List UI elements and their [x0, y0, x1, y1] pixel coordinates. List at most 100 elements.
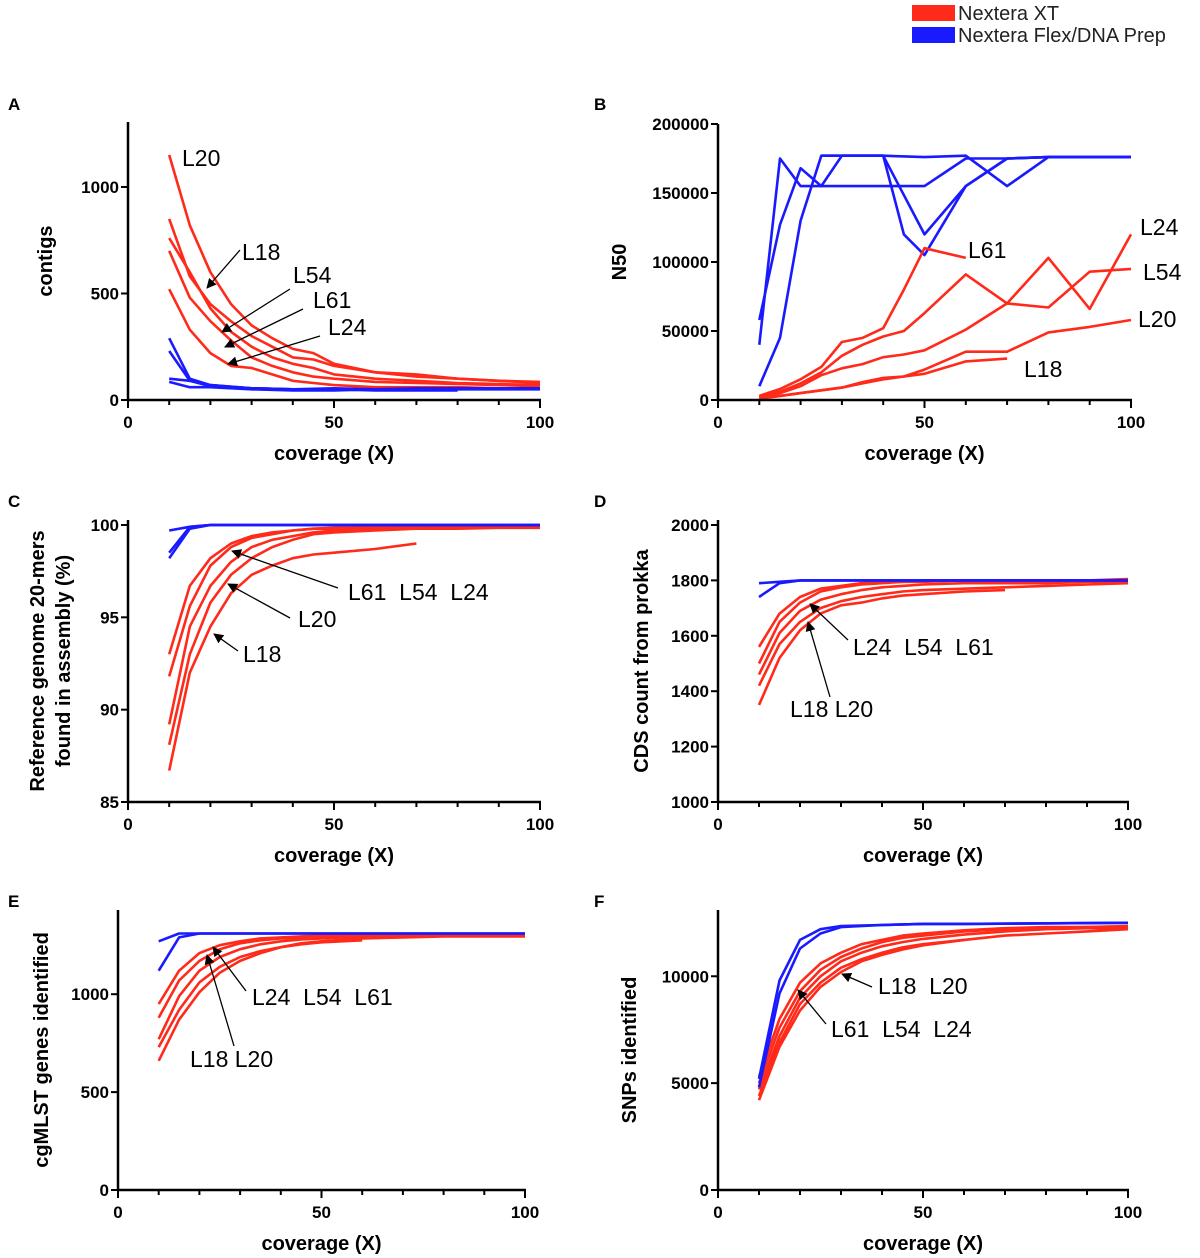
annotation-arrow: [206, 249, 241, 289]
annotation-label: L24 L54 L61: [252, 984, 393, 1010]
x-tick-label: 100: [1117, 413, 1145, 432]
annotation-arrow: [212, 946, 247, 992]
legend-swatch-nextera-xt: [912, 5, 955, 21]
y-tick-label: 500: [81, 1083, 109, 1102]
annotation-label: L61 L54 L24: [348, 579, 489, 605]
x-tick-label: 0: [123, 815, 132, 834]
x-tick-label: 0: [713, 413, 722, 432]
y-axis-label: SNPs identified: [619, 977, 641, 1124]
x-tick-label: 100: [1114, 1203, 1142, 1222]
annotation-label: L61: [313, 287, 351, 313]
panel-letter: E: [8, 892, 19, 911]
y-axis-label: cgMLST genes identified: [31, 932, 53, 1168]
series-line: [167, 526, 540, 746]
series-line: [758, 154, 1131, 387]
series-line: [821, 154, 1131, 188]
annotation-label: L20: [1138, 306, 1176, 332]
x-tick-label: 0: [123, 413, 132, 432]
x-tick-label: 50: [312, 1203, 331, 1222]
series-line: [157, 935, 525, 1062]
y-tick-label: 1000: [71, 985, 109, 1004]
x-tick-label: 0: [713, 1203, 722, 1222]
y-axis-label: N50: [609, 244, 631, 281]
series-line: [759, 318, 1132, 400]
y-tick-label: 1000: [671, 793, 709, 812]
x-tick-label: 0: [713, 815, 722, 834]
legend-label-nextera-xt: Nextera XT: [958, 3, 1059, 25]
y-axis-label: CDS count from prokka: [631, 548, 653, 772]
x-tick-label: 50: [325, 815, 344, 834]
series-line: [168, 380, 540, 392]
annotation-arrow: [809, 603, 849, 641]
panel-letter: C: [8, 492, 20, 511]
series-line: [757, 938, 965, 1097]
y-tick-label: 85: [100, 793, 119, 812]
series-line: [757, 580, 1128, 676]
annotation-label: L24: [1140, 214, 1179, 240]
x-axis-label: coverage (X): [864, 443, 984, 465]
panel-letter: D: [594, 492, 606, 511]
y-tick-label: 1600: [671, 627, 709, 646]
y-axis-label: Reference genome 20-mers: [27, 530, 49, 791]
legend-swatch-nextera-flex: [912, 27, 955, 43]
y-tick-label: 0: [110, 391, 119, 410]
x-tick-label: 50: [325, 413, 344, 432]
y-tick-label: 1800: [671, 571, 709, 590]
series-line: [757, 921, 1129, 1080]
annotation-label: L54: [1143, 259, 1182, 285]
y-tick-label: 5000: [671, 1074, 709, 1093]
x-axis-label: coverage (X): [274, 443, 394, 465]
annotation-label: L18: [242, 239, 280, 265]
annotation-arrow: [797, 989, 827, 1025]
y-tick-label: 0: [700, 391, 709, 410]
y-tick-label: 95: [100, 608, 119, 627]
series-line: [757, 588, 1006, 706]
annotation-label: L18: [243, 641, 281, 667]
x-tick-label: 100: [526, 413, 554, 432]
y-tick-label: 100000: [652, 253, 709, 272]
panel-d: D 0 50 100 1000 1200 1400 1600 1800 2000 coverage …: [594, 492, 1142, 867]
annotation-label: L18 L20: [878, 973, 968, 999]
series-line: [168, 250, 541, 388]
y-tick-label: 200000: [652, 115, 709, 134]
annotation-label: L18 L20: [190, 1046, 273, 1072]
x-axis-label: coverage (X): [863, 1233, 983, 1255]
series-line: [758, 579, 1128, 599]
x-tick-label: 0: [113, 1203, 122, 1222]
annotation-arrow: [805, 621, 831, 698]
annotation-label: L18: [1024, 356, 1062, 382]
x-tick-label: 100: [1114, 815, 1142, 834]
annotation-label: L18 L20: [790, 696, 873, 722]
x-axis-label: coverage (X): [261, 1233, 381, 1255]
series-line: [757, 581, 1129, 687]
legend: Nextera XT Nextera Flex/DNA Prep: [912, 3, 1166, 47]
annotation-label: L61 L54 L24: [831, 1016, 972, 1042]
series-line: [167, 542, 417, 771]
y-axis-label: found in assembly (%): [53, 555, 75, 767]
x-axis-label: coverage (X): [274, 845, 394, 867]
x-tick-label: 50: [914, 815, 933, 834]
x-tick-label: 100: [511, 1203, 539, 1222]
annotation-arrow: [213, 633, 239, 652]
annotation-label: L24 L54 L61: [853, 634, 994, 660]
annotation-arrow: [841, 972, 873, 988]
y-tick-label: 1000: [81, 178, 119, 197]
series-line: [758, 246, 967, 398]
y-tick-label: 0: [700, 1181, 709, 1200]
series-line: [167, 154, 541, 385]
annotation-arrow: [224, 308, 304, 348]
annotation-label: L20: [298, 606, 336, 632]
y-tick-label: 500: [91, 284, 119, 303]
annotation-label: L20: [182, 145, 220, 171]
series-line: [168, 523, 540, 559]
y-tick-label: 1200: [671, 738, 709, 757]
series-line: [759, 233, 1133, 399]
annotation-arrow: [231, 549, 339, 589]
y-tick-label: 0: [100, 1181, 109, 1200]
panel-b: B 0 50 100 0 50000 100000 150000 200000 coverage …: [594, 95, 1182, 465]
series-line: [757, 925, 1128, 1084]
series-line: [157, 932, 525, 972]
